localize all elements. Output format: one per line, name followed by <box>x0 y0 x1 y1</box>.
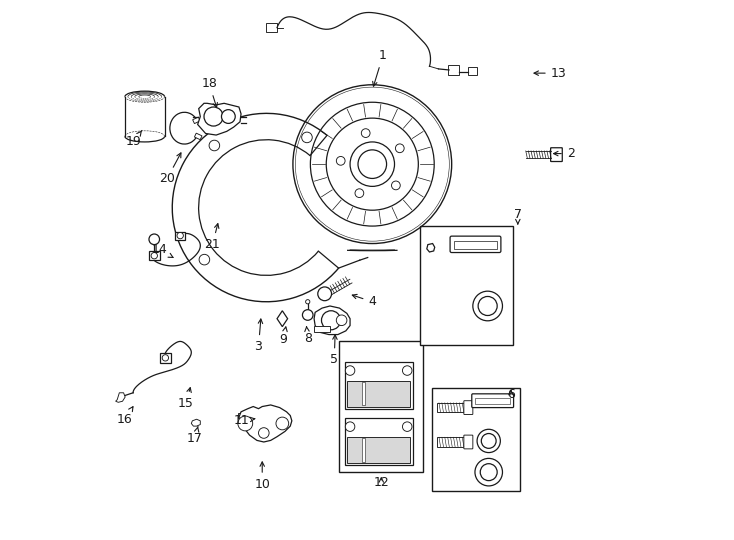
Text: 2: 2 <box>553 147 575 160</box>
FancyBboxPatch shape <box>550 148 562 161</box>
Text: 12: 12 <box>374 476 389 489</box>
Circle shape <box>162 355 169 361</box>
Circle shape <box>321 310 341 330</box>
Text: 19: 19 <box>126 131 142 149</box>
Text: 10: 10 <box>254 462 270 491</box>
Bar <box>192 117 200 124</box>
Bar <box>420 226 512 345</box>
Text: 15: 15 <box>178 388 194 410</box>
Bar <box>432 388 520 491</box>
Circle shape <box>302 132 312 143</box>
Text: 3: 3 <box>255 319 263 353</box>
Text: 20: 20 <box>159 153 181 185</box>
Circle shape <box>302 309 313 320</box>
Bar <box>160 353 171 363</box>
Text: 14: 14 <box>152 244 173 258</box>
Circle shape <box>475 458 503 486</box>
Circle shape <box>258 428 269 438</box>
Polygon shape <box>314 306 350 335</box>
Polygon shape <box>426 244 435 252</box>
Circle shape <box>149 234 159 245</box>
Text: 9: 9 <box>280 327 287 346</box>
Text: 5: 5 <box>330 335 338 367</box>
Circle shape <box>473 291 503 321</box>
Bar <box>149 252 159 260</box>
Bar <box>437 437 465 447</box>
Polygon shape <box>116 393 126 402</box>
Bar <box>362 438 365 462</box>
Bar <box>347 437 410 463</box>
Text: 13: 13 <box>534 66 567 79</box>
Circle shape <box>477 429 501 453</box>
Text: 1: 1 <box>373 49 387 86</box>
Text: 6: 6 <box>507 388 515 401</box>
Text: 7: 7 <box>514 208 522 224</box>
Bar <box>238 413 241 418</box>
Bar <box>345 418 413 465</box>
Polygon shape <box>239 405 292 442</box>
Text: 18: 18 <box>201 77 217 107</box>
Polygon shape <box>192 419 200 426</box>
Text: 17: 17 <box>187 426 203 445</box>
FancyBboxPatch shape <box>464 401 473 415</box>
Bar <box>448 65 459 75</box>
Circle shape <box>345 366 355 375</box>
Circle shape <box>209 140 219 151</box>
Text: 21: 21 <box>205 224 220 251</box>
Bar <box>175 232 185 240</box>
Circle shape <box>345 422 355 431</box>
Circle shape <box>199 254 210 265</box>
FancyBboxPatch shape <box>472 394 514 408</box>
Circle shape <box>336 315 347 326</box>
Circle shape <box>177 232 184 239</box>
Circle shape <box>204 107 223 126</box>
Circle shape <box>478 296 497 315</box>
Circle shape <box>151 253 157 259</box>
FancyBboxPatch shape <box>450 236 501 253</box>
Circle shape <box>305 300 310 304</box>
Bar <box>468 67 477 75</box>
Circle shape <box>402 422 412 431</box>
Text: 11: 11 <box>233 414 255 427</box>
Bar <box>362 382 365 406</box>
Bar <box>195 133 202 140</box>
Bar <box>340 341 423 472</box>
Bar <box>475 397 510 404</box>
Text: 16: 16 <box>117 407 133 426</box>
Circle shape <box>276 417 288 430</box>
Bar <box>454 241 497 249</box>
Circle shape <box>482 434 496 448</box>
Bar <box>314 326 330 333</box>
Circle shape <box>402 366 412 375</box>
Circle shape <box>238 416 252 431</box>
Bar <box>345 362 413 409</box>
Circle shape <box>318 287 332 301</box>
Bar <box>266 23 277 32</box>
Polygon shape <box>277 310 288 327</box>
FancyBboxPatch shape <box>464 435 473 449</box>
Circle shape <box>222 110 235 124</box>
Circle shape <box>480 464 497 481</box>
Bar <box>437 403 465 413</box>
Polygon shape <box>197 103 241 135</box>
Text: 8: 8 <box>304 327 312 345</box>
Text: 4: 4 <box>352 294 377 308</box>
Bar <box>347 381 410 407</box>
